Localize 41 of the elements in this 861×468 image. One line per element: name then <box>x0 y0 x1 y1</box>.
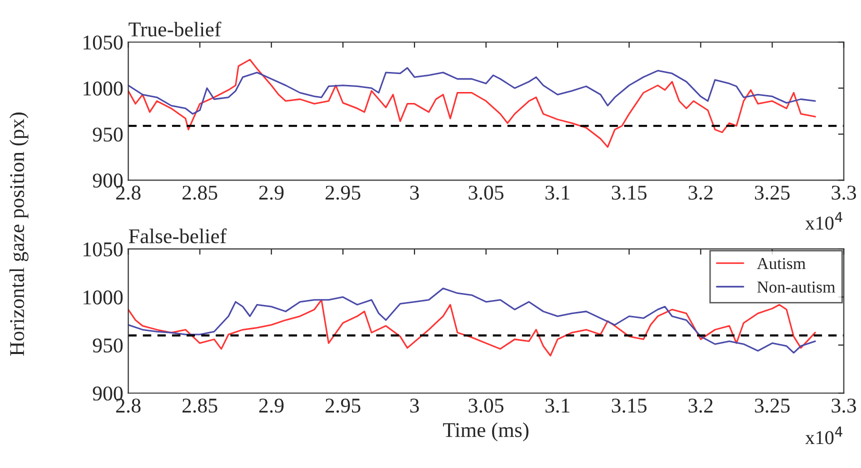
line-series <box>128 299 816 356</box>
x-tick-label: 3.2 <box>688 186 713 200</box>
x-tick-label: 3.15 <box>612 398 647 413</box>
x-tick-label: 2.8 <box>116 398 141 413</box>
y-tick-label: 900 <box>92 386 123 401</box>
text: x10$^{4}$ <box>805 426 842 444</box>
x-tick-label: 2.95 <box>326 186 360 200</box>
x-tick-label: 3 <box>410 398 419 413</box>
y-tick-label: 1000 <box>84 290 123 304</box>
legend-label: Non-autism <box>757 281 836 293</box>
chart-title: True-belief <box>128 22 222 37</box>
x-tick-label: 2.85 <box>182 398 218 413</box>
y-tick-label: 950 <box>92 128 123 142</box>
x-tick-label: 3.3 <box>832 398 856 413</box>
x-tick-label: 3.2 <box>688 398 713 413</box>
x-tick-label: 3.3 <box>832 186 856 200</box>
x-tick-label: 3.15 <box>612 186 647 200</box>
y-tick-label: 1050 <box>84 35 123 50</box>
y-tick-label: 900 <box>92 174 123 188</box>
line-series <box>128 58 816 148</box>
x-tick-label: 3 <box>410 186 419 200</box>
y-tick-label: 1050 <box>84 242 123 256</box>
x-tick-label: 3.05 <box>468 398 504 413</box>
x-tick-label: 3.25 <box>755 186 790 200</box>
y-tick-label: 950 <box>92 338 123 353</box>
x-tick-label: 2.9 <box>259 398 284 413</box>
x-tick-label: 2.8 <box>116 186 141 200</box>
x-axis-title: Time (ms) <box>443 422 528 442</box>
y-axis-title: Horizontal gaze position (px) <box>9 112 28 356</box>
x-tick-label: 3.25 <box>755 398 790 413</box>
line-series <box>128 67 816 115</box>
chart-title: False-belief <box>128 228 227 244</box>
y-tick-label: 1000 <box>84 82 123 96</box>
x-tick-label: 2.9 <box>259 186 284 200</box>
x-tick-label: 2.95 <box>326 398 360 413</box>
x-tick-label: 3.1 <box>546 398 570 413</box>
legend-label: Autism <box>756 258 806 270</box>
x-tick-label: 3.05 <box>468 186 504 200</box>
text: x10$^{4}$ <box>805 212 842 230</box>
x-tick-label: 3.1 <box>546 186 570 200</box>
x-tick-label: 2.85 <box>182 186 218 200</box>
